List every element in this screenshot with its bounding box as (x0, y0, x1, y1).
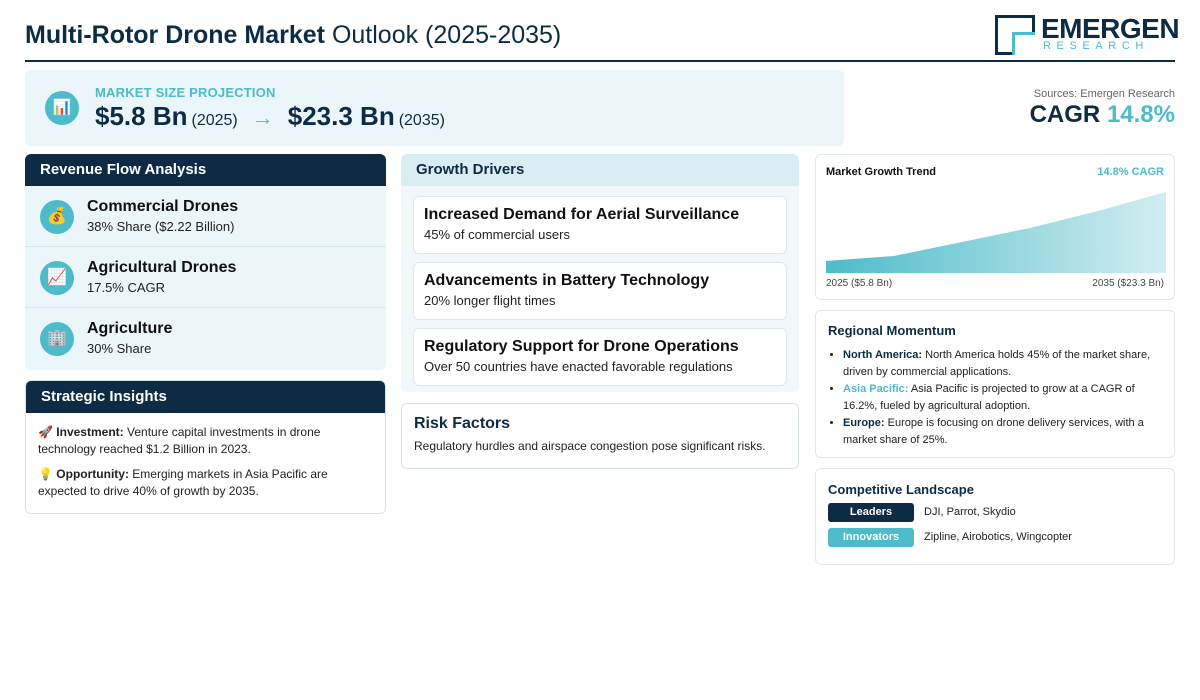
trend-area (826, 192, 1166, 273)
insight-label: Investment: (56, 425, 124, 439)
competitor-row: Leaders DJI, Parrot, Skydio (828, 503, 1162, 522)
market-growth-trend-card: Market Growth Trend 14.8% CAGR 2025 ($5.… (815, 154, 1175, 300)
competitor-names: Zipline, Airobotics, Wingcopter (924, 531, 1072, 543)
growth-drivers-card: Growth Drivers Increased Demand for Aeri… (401, 154, 799, 392)
revenue-flow-card: Revenue Flow Analysis 💰 Commercial Drone… (25, 154, 386, 370)
page-header: Multi-Rotor Drone Market Outlook (2025-2… (25, 12, 1180, 62)
trend-cagr: 14.8% CAGR (1097, 166, 1164, 178)
innovators-tag: Innovators (828, 528, 914, 547)
region-item: Europe: Europe is focusing on drone deli… (843, 415, 1162, 448)
page-title-rest: Outlook (2025-2035) (331, 21, 562, 49)
strategic-insights-card: Strategic Insights 🚀 Investment: Venture… (25, 380, 386, 514)
competitor-names: DJI, Parrot, Skydio (924, 506, 1016, 518)
rocket-icon: 🚀 (38, 425, 53, 439)
driver-title: Advancements in Battery Technology (424, 272, 710, 289)
driver-subtitle: Over 50 countries have enacted favorable… (424, 359, 733, 374)
source-text: Sources: Emergen Research (1033, 88, 1175, 100)
projection-start-value: $5.8 Bn (95, 101, 188, 131)
revenue-flow-title: Revenue Flow Analysis (25, 154, 386, 186)
leaders-tag: Leaders (828, 503, 914, 522)
projection-label: MARKET SIZE PROJECTION (95, 85, 276, 100)
emergen-logo: EMERGEN RESEARCH (995, 13, 1180, 56)
risk-factors-title: Risk Factors (414, 415, 511, 432)
risk-factors-text: Regulatory hurdles and airspace congesti… (414, 439, 766, 453)
competitive-landscape-card: Competitive Landscape Leaders DJI, Parro… (815, 468, 1175, 565)
lightbulb-icon: 💡 (38, 467, 53, 481)
driver-subtitle: 45% of commercial users (424, 227, 570, 242)
projection-end-year: (2035) (398, 112, 445, 129)
logo-mark-icon (995, 15, 1035, 55)
regional-momentum-card: Regional Momentum North America: North A… (815, 310, 1175, 458)
competitive-landscape-title: Competitive Landscape (828, 482, 974, 497)
driver-title: Regulatory Support for Drone Operations (424, 338, 739, 355)
cagr-headline: CAGR 14.8% (1030, 101, 1175, 129)
driver-item: Regulatory Support for Drone Operations … (413, 328, 787, 386)
cagr-value: 14.8% (1106, 101, 1175, 128)
revenue-item-subtitle: 38% Share ($2.22 Billion) (87, 219, 235, 234)
trend-title: Market Growth Trend (826, 166, 937, 178)
competitor-row: Innovators Zipline, Airobotics, Wingcopt… (828, 528, 1162, 547)
risk-factors-card: Risk Factors Regulatory hurdles and airs… (401, 403, 799, 469)
region-item: Asia Pacific: Asia Pacific is projected … (843, 381, 1162, 414)
money-bag-icon: 💰 (40, 200, 74, 234)
driver-item: Increased Demand for Aerial Surveillance… (413, 196, 787, 254)
trend-area-chart (826, 192, 1166, 273)
insight-label: Opportunity: (56, 467, 129, 481)
projection-values: $5.8 Bn (2025) → $23.3 Bn (2035) (95, 101, 445, 132)
growth-drivers-title: Growth Drivers (401, 154, 799, 186)
revenue-item: 🏢 Agriculture 30% Share (25, 308, 386, 369)
revenue-item: 📈 Agricultural Drones 17.5% CAGR (25, 247, 386, 308)
cagr-label: CAGR (1029, 101, 1101, 128)
insight-text: Venture capital investments in drone tec… (38, 425, 321, 456)
region-name: Asia Pacific: (843, 383, 909, 395)
insight-item: 🚀 Investment: Venture capital investment… (38, 424, 373, 458)
strategic-insights-title: Strategic Insights (26, 381, 385, 413)
region-name: Europe: (843, 417, 885, 429)
region-item: North America: North America holds 45% o… (843, 347, 1162, 380)
cagr-summary: Sources: Emergen Research CAGR 14.8% (1030, 88, 1175, 129)
page-title-bold: Multi-Rotor Drone Market (25, 21, 325, 49)
insight-text: Emerging markets in Asia Pacific are exp… (38, 467, 328, 498)
trend-chart-icon: 📈 (40, 261, 74, 295)
projection-start-year: (2025) (191, 112, 238, 129)
region-text: Europe is focusing on drone delivery ser… (843, 417, 1144, 446)
logo-subtitle: RESEARCH (1043, 40, 1149, 52)
driver-title: Increased Demand for Aerial Surveillance (424, 206, 740, 223)
revenue-item-subtitle: 30% Share (87, 341, 152, 356)
revenue-item-title: Commercial Drones (87, 198, 239, 215)
revenue-item-title: Agricultural Drones (87, 259, 237, 276)
revenue-item: 💰 Commercial Drones 38% Share ($2.22 Bil… (25, 186, 386, 247)
driver-item: Advancements in Battery Technology 20% l… (413, 262, 787, 320)
trend-start-label: 2025 ($5.8 Bn) (826, 278, 893, 289)
region-text: Asia Pacific is projected to grow at a C… (843, 383, 1135, 412)
revenue-item-title: Agriculture (87, 320, 173, 337)
projection-end-value: $23.3 Bn (287, 101, 395, 131)
arrow-right-icon: → (251, 105, 274, 130)
region-text: North America holds 45% of the market sh… (843, 349, 1151, 378)
driver-subtitle: 20% longer flight times (424, 293, 556, 308)
region-list: North America: North America holds 45% o… (828, 347, 1162, 448)
strategic-insights-body: 🚀 Investment: Venture capital investment… (26, 413, 385, 500)
region-name: North America: (843, 349, 923, 361)
insight-item: 💡 Opportunity: Emerging markets in Asia … (38, 466, 373, 500)
logo-name: EMERGEN (1041, 13, 1180, 44)
page-title: Multi-Rotor Drone Market Outlook (2025-2… (25, 21, 561, 50)
revenue-item-subtitle: 17.5% CAGR (87, 280, 166, 295)
regional-momentum-title: Regional Momentum (828, 323, 956, 338)
market-size-banner: 📊 MARKET SIZE PROJECTION $5.8 Bn (2025) → $… (25, 70, 844, 146)
trend-end-label: 2035 ($23.3 Bn) (1092, 278, 1164, 289)
building-icon: 🏢 (40, 322, 74, 356)
bar-chart-icon: 📊 (45, 91, 79, 125)
